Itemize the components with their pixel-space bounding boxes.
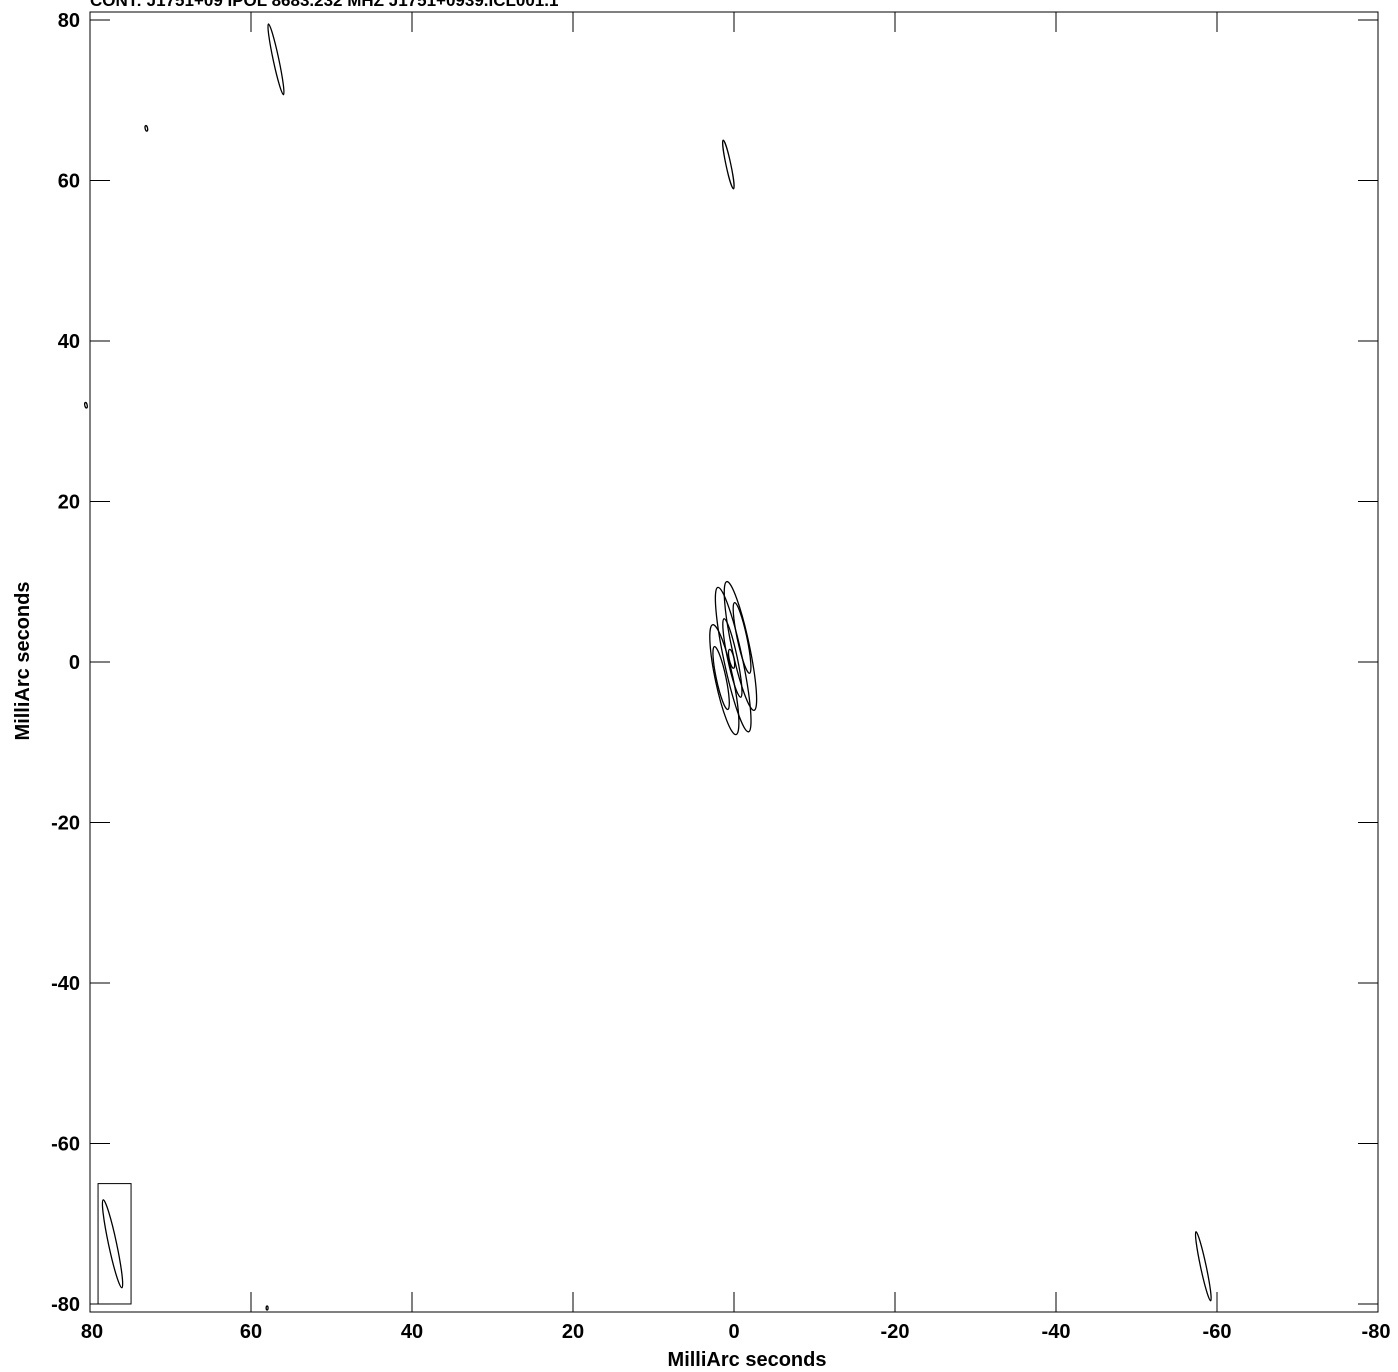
axis-ticks (89, 12, 1379, 1312)
y-tick-label-3: 20 (58, 492, 80, 514)
y-tick-label-0: 80 (58, 10, 80, 32)
contour-speck-3 (265, 1305, 269, 1311)
beam-box (97, 1183, 132, 1305)
x-tick-label-7: -60 (1203, 1321, 1232, 1343)
contour-core-inner-a (722, 618, 743, 698)
contour-core-inner-b (732, 601, 752, 674)
beam-marker (97, 1183, 132, 1305)
x-tick-label-5: -20 (881, 1321, 910, 1343)
x-tick-label-6: -40 (1042, 1321, 1071, 1343)
y-tick-label-5: -20 (51, 812, 80, 834)
contour-speck-1 (144, 124, 149, 132)
y-tick-label-7: -60 (51, 1133, 80, 1155)
y-tick-labels: 80 60 40 20 0 -20 -40 -60 -80 (51, 10, 80, 1316)
contour-sidelobe-bottom-right (1194, 1231, 1212, 1302)
contour-sidelobe-top-left (267, 23, 285, 96)
contour-sidelobe-top-center (722, 139, 735, 190)
y-tick-label-2: 40 (58, 331, 80, 353)
y-tick-label-4: 0 (69, 652, 80, 674)
x-axis-label: MilliArc seconds (668, 1349, 827, 1371)
beam-ellipse (101, 1199, 124, 1289)
x-tick-label-4: 0 (728, 1321, 739, 1343)
x-tick-label-8: -80 (1362, 1321, 1391, 1343)
chart-title: CONT: J1751+09 IPOL 8683.232 MHZ J1751+0… (90, 0, 558, 10)
x-tick-label-3: 20 (562, 1321, 584, 1343)
contour-core-outer-b (723, 580, 758, 711)
contour-speck-2 (84, 401, 88, 409)
x-tick-label-2: 40 (401, 1321, 423, 1343)
contour-core-outer-c (709, 624, 740, 736)
contour-core-peak (727, 648, 736, 669)
y-axis-label: MilliArc seconds (12, 582, 34, 741)
contour-core-inner-c (712, 645, 730, 711)
y-tick-label-6: -40 (51, 973, 80, 995)
contour-lines (84, 23, 1212, 1311)
x-tick-label-1: 60 (240, 1321, 262, 1343)
x-tick-labels: 80 60 40 20 0 -20 -40 -60 -80 (81, 1321, 1391, 1343)
y-tick-label-1: 60 (58, 171, 80, 193)
x-tick-label-0: 80 (81, 1321, 103, 1343)
y-tick-label-8: -80 (51, 1294, 80, 1316)
